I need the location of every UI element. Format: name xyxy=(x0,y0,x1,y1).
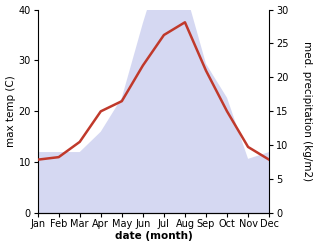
Y-axis label: med. precipitation (kg/m2): med. precipitation (kg/m2) xyxy=(302,41,313,181)
X-axis label: date (month): date (month) xyxy=(114,231,192,242)
Y-axis label: max temp (C): max temp (C) xyxy=(5,75,16,147)
